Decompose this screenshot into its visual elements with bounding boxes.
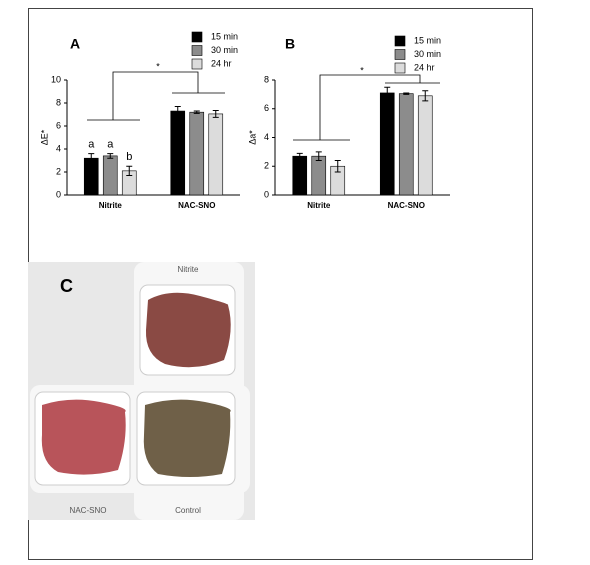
- bar: [417, 95, 433, 196]
- photo-label: NAC-SNO: [70, 506, 107, 515]
- y-tick-label: 8: [56, 97, 61, 107]
- error-bar: [174, 105, 181, 117]
- bar: [83, 157, 99, 196]
- error-bar: [403, 92, 410, 95]
- error-bar: [334, 160, 341, 173]
- y-tick-label: 0: [264, 189, 269, 199]
- error-bar: [107, 153, 114, 159]
- error-bar: [212, 109, 219, 118]
- bar: [292, 155, 308, 196]
- error-bar: [384, 86, 391, 100]
- legend-label: 30 min: [414, 49, 441, 59]
- annotation: a: [88, 139, 95, 151]
- bar: [189, 111, 205, 196]
- significance: *: [360, 65, 364, 75]
- x-tick-label: NAC-SNO: [178, 201, 215, 210]
- legend-swatch: [394, 35, 406, 47]
- bar: [398, 93, 414, 196]
- legend-swatch: [394, 62, 406, 74]
- y-axis-label: Δa*: [247, 130, 257, 145]
- x-tick-label: Nitrite: [307, 201, 331, 210]
- bar: [170, 110, 186, 196]
- brackets: [87, 71, 440, 141]
- error-bar: [296, 152, 303, 160]
- significance: *: [156, 61, 160, 71]
- y-tick-label: 2: [56, 166, 61, 176]
- bar: [311, 155, 327, 196]
- y-tick-label: 10: [51, 74, 61, 84]
- x-tick-label: Nitrite: [99, 201, 123, 210]
- annotation: b: [126, 151, 132, 163]
- y-tick-label: 4: [56, 143, 61, 153]
- error-bar: [126, 165, 133, 176]
- panel-label: A: [70, 36, 80, 52]
- error-bar: [193, 110, 200, 114]
- legend-label: 30 min: [211, 45, 238, 55]
- legend-swatch: [191, 58, 203, 70]
- y-tick-label: 6: [56, 120, 61, 130]
- error-bar: [422, 90, 429, 102]
- x-tick-label: NAC-SNO: [388, 201, 425, 210]
- bar: [102, 155, 118, 196]
- bar: [379, 92, 395, 196]
- legend-label: 24 hr: [211, 58, 232, 68]
- legend-swatch: [191, 31, 203, 43]
- y-tick-label: 6: [264, 103, 269, 113]
- annotation: a: [107, 139, 114, 151]
- y-tick-label: 2: [264, 161, 269, 171]
- y-axis-label: ΔE*: [39, 129, 49, 145]
- y-tick-label: 0: [56, 189, 61, 199]
- legend-label: 15 min: [414, 35, 441, 45]
- y-tick-label: 8: [264, 74, 269, 84]
- legend-swatch: [394, 49, 406, 60]
- y-tick-label: 4: [264, 132, 269, 142]
- photo: C Nitrite NAC-SNO Control: [28, 262, 255, 520]
- photo-label: Control: [175, 506, 201, 515]
- legend-label: 24 hr: [414, 62, 435, 72]
- photo-label: Nitrite: [178, 265, 199, 274]
- error-bar: [315, 151, 322, 161]
- bar: [208, 113, 224, 196]
- panel-label: C: [60, 276, 73, 296]
- error-bar: [88, 153, 95, 164]
- legend-label: 15 min: [211, 31, 238, 41]
- legend-swatch: [191, 45, 203, 56]
- panel-label: B: [285, 36, 295, 52]
